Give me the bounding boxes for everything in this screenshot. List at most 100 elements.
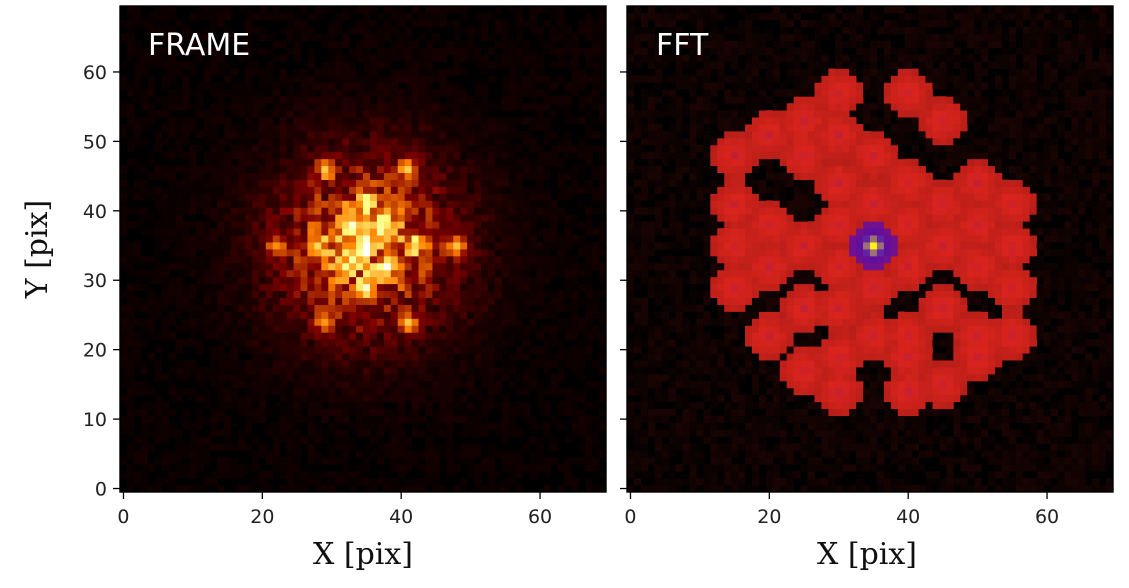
heatmap-pixel: [196, 346, 204, 354]
heatmap-pixel: [529, 415, 537, 423]
heatmap-pixel: [897, 478, 906, 486]
heatmap-pixel: [126, 89, 135, 97]
heatmap-pixel: [307, 207, 315, 215]
heatmap-pixel: [529, 54, 537, 62]
heatmap-pixel: [363, 137, 371, 146]
heatmap-pixel: [536, 61, 544, 69]
heatmap-pixel: [501, 130, 510, 139]
heatmap-pixel: [1015, 457, 1024, 465]
heatmap-pixel: [522, 82, 531, 90]
heatmap-pixel: [120, 353, 128, 361]
heatmap-pixel: [647, 485, 656, 493]
heatmap-pixel: [675, 422, 683, 430]
heatmap-pixel: [543, 235, 551, 243]
heatmap-pixel: [953, 380, 961, 389]
heatmap-pixel: [258, 26, 267, 35]
heatmap-pixel: [543, 96, 551, 104]
heatmap-pixel: [432, 360, 440, 368]
heatmap-pixel: [397, 436, 406, 444]
heatmap-pixel: [793, 367, 801, 375]
heatmap-pixel: [217, 401, 225, 410]
heatmap-pixel: [342, 214, 350, 222]
heatmap-pixel: [870, 387, 878, 396]
heatmap-pixel: [217, 394, 225, 403]
heatmap-pixel: [210, 346, 218, 354]
heatmap-pixel: [168, 387, 176, 396]
heatmap-pixel: [932, 471, 940, 479]
heatmap-pixel: [543, 40, 551, 49]
heatmap-pixel: [418, 360, 426, 368]
heatmap-pixel: [724, 401, 732, 410]
heatmap-pixel: [1085, 401, 1093, 410]
heatmap-pixel: [682, 415, 690, 423]
heatmap-pixel: [814, 373, 822, 382]
heatmap-pixel: [140, 255, 149, 264]
heatmap-pixel: [328, 380, 336, 389]
heatmap-pixel: [328, 249, 336, 257]
heatmap-pixel: [481, 464, 489, 472]
heatmap-pixel: [363, 124, 371, 132]
heatmap-pixel: [154, 172, 163, 180]
heatmap-pixel: [501, 61, 510, 69]
heatmap-pixel: [168, 255, 176, 264]
heatmap-pixel: [168, 117, 176, 125]
heatmap-pixel: [494, 276, 503, 285]
heatmap-pixel: [571, 186, 579, 194]
heatmap-pixel: [168, 96, 176, 104]
heatmap-pixel: [210, 124, 218, 132]
heatmap-pixel: [1085, 408, 1093, 417]
heatmap-pixel: [189, 68, 197, 76]
heatmap-pixel: [772, 450, 781, 458]
heatmap-pixel: [147, 151, 156, 160]
heatmap-pixel: [397, 276, 406, 285]
heatmap-pixel: [335, 457, 343, 465]
heatmap-pixel: [224, 117, 232, 125]
heatmap-pixel: [536, 186, 544, 194]
heatmap-pixel: [585, 242, 593, 250]
heatmap-pixel: [925, 373, 933, 382]
heatmap-pixel: [217, 172, 225, 180]
heatmap-pixel: [356, 464, 364, 472]
heatmap-pixel: [425, 339, 433, 347]
fft-heatmap: [627, 6, 1114, 493]
heatmap-pixel: [1106, 443, 1114, 451]
heatmap-pixel: [328, 172, 336, 180]
heatmap-pixel: [300, 290, 308, 298]
heatmap-pixel: [425, 61, 433, 69]
heatmap-pixel: [300, 269, 308, 278]
heatmap-pixel: [870, 408, 878, 417]
heatmap-pixel: [168, 318, 176, 326]
heatmap-pixel: [126, 311, 135, 319]
heatmap-pixel: [272, 339, 281, 347]
heatmap-pixel: [1050, 408, 1058, 417]
heatmap-pixel: [994, 360, 1003, 368]
heatmap-pixel: [515, 221, 524, 229]
heatmap-pixel: [238, 394, 246, 403]
heatmap-pixel: [300, 436, 308, 444]
heatmap-pixel: [536, 207, 544, 215]
heatmap-pixel: [307, 269, 315, 278]
heatmap-pixel: [1064, 408, 1072, 417]
heatmap-pixel: [272, 304, 281, 312]
heatmap-pixel: [515, 207, 524, 215]
heatmap-pixel: [258, 207, 267, 215]
heatmap-pixel: [217, 47, 225, 55]
heatmap-pixel: [585, 89, 593, 97]
heatmap-pixel: [335, 61, 343, 69]
heatmap-pixel: [515, 401, 524, 410]
heatmap-pixel: [224, 401, 232, 410]
heatmap-pixel: [314, 311, 322, 319]
heatmap-pixel: [286, 6, 294, 14]
heatmap-pixel: [793, 373, 801, 382]
heatmap-pixel: [356, 304, 364, 312]
heatmap-pixel: [682, 457, 690, 465]
heatmap-pixel: [1085, 443, 1093, 451]
heatmap-pixel: [307, 61, 315, 69]
heatmap-pixel: [349, 269, 357, 278]
heatmap-pixel: [1085, 415, 1093, 423]
heatmap-pixel: [140, 96, 149, 104]
heatmap-pixel: [446, 255, 454, 264]
heatmap-pixel: [564, 96, 572, 104]
heatmap-pixel: [251, 436, 260, 444]
heatmap-pixel: [390, 124, 399, 132]
